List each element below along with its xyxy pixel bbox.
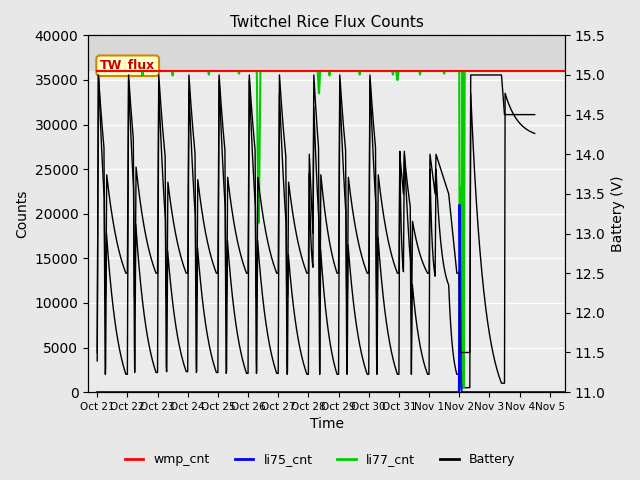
Text: TW_flux: TW_flux [100, 59, 156, 72]
Title: Twitchel Rice Flux Counts: Twitchel Rice Flux Counts [230, 15, 424, 30]
Bar [88, 36, 565, 71]
Legend: wmp_cnt, li75_cnt, li77_cnt, Battery: wmp_cnt, li75_cnt, li77_cnt, Battery [120, 448, 520, 471]
Y-axis label: Counts: Counts [15, 190, 29, 238]
Bar [88, 71, 565, 392]
Y-axis label: Battery (V): Battery (V) [611, 176, 625, 252]
X-axis label: Time: Time [310, 418, 344, 432]
